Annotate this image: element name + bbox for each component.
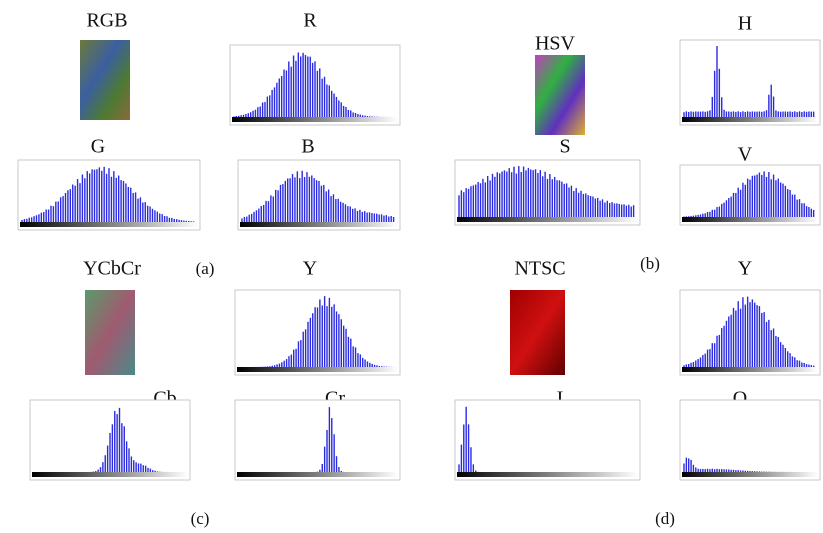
hist-frame bbox=[454, 399, 641, 481]
gradient-strip bbox=[682, 117, 818, 122]
panel-label: (b) bbox=[640, 254, 660, 273]
gradient-strip bbox=[232, 117, 398, 122]
image-title: NTSC bbox=[514, 258, 565, 280]
image-title: YCbCr bbox=[83, 258, 141, 280]
gradient-strip bbox=[457, 217, 638, 222]
hist-title: V bbox=[738, 144, 753, 166]
gradient-strip bbox=[32, 472, 188, 477]
gradient-strip bbox=[20, 222, 198, 227]
gradient-strip bbox=[237, 472, 398, 477]
image bbox=[535, 55, 585, 135]
hist-title: R bbox=[303, 10, 317, 32]
panel-label: (d) bbox=[655, 509, 675, 528]
hist-title: B bbox=[301, 136, 314, 158]
image-title: RGB bbox=[86, 10, 127, 32]
hist-title: I bbox=[557, 388, 564, 410]
panel-label: (c) bbox=[191, 509, 210, 528]
gradient-strip bbox=[682, 217, 818, 222]
gradient-strip bbox=[682, 472, 818, 477]
hist-title: S bbox=[559, 136, 570, 158]
image bbox=[80, 40, 130, 120]
hist-title: H bbox=[738, 13, 752, 35]
image-title: HSV bbox=[535, 33, 576, 55]
hist-frame bbox=[679, 39, 821, 126]
gradient-strip bbox=[237, 367, 398, 372]
hist-title: Y bbox=[303, 258, 317, 280]
hist-frame bbox=[679, 399, 821, 481]
panel-label: (a) bbox=[196, 259, 215, 278]
gradient-strip bbox=[457, 472, 638, 477]
hist-title: G bbox=[91, 136, 105, 158]
image bbox=[510, 290, 565, 375]
gradient-strip bbox=[682, 367, 818, 372]
hist-title: Y bbox=[738, 258, 752, 280]
hist-frame bbox=[234, 399, 401, 481]
gradient-strip bbox=[240, 222, 398, 227]
image bbox=[85, 290, 135, 375]
